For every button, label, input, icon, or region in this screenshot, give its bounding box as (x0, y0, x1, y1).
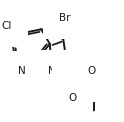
Text: Cl: Cl (1, 21, 12, 31)
Text: Br: Br (59, 13, 70, 23)
Text: N: N (18, 66, 26, 76)
Text: S: S (70, 72, 77, 85)
Text: O: O (87, 66, 95, 76)
Text: N: N (48, 66, 56, 76)
Text: O: O (69, 93, 77, 103)
